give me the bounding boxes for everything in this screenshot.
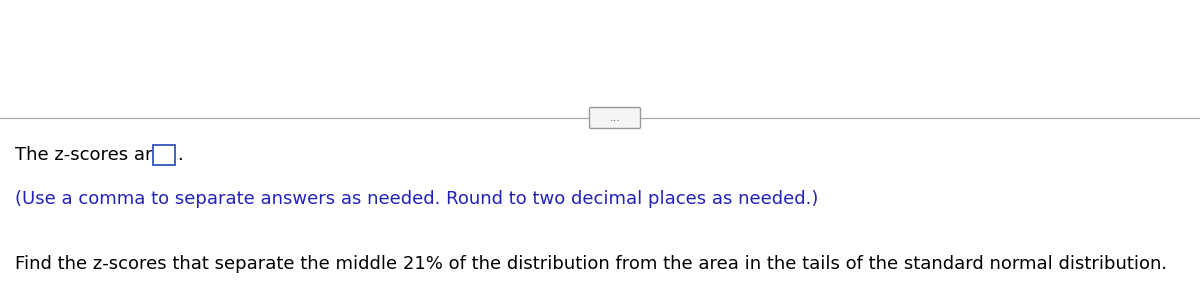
FancyBboxPatch shape: [589, 108, 641, 128]
Text: Find the z-scores that separate the middle 21% of the distribution from the area: Find the z-scores that separate the midd…: [14, 255, 1168, 273]
Text: (Use a comma to separate answers as needed. Round to two decimal places as neede: (Use a comma to separate answers as need…: [14, 190, 818, 208]
Text: .: .: [178, 146, 182, 164]
FancyBboxPatch shape: [154, 145, 175, 165]
Text: ...: ...: [610, 113, 620, 123]
Text: The z-scores are: The z-scores are: [14, 146, 169, 164]
